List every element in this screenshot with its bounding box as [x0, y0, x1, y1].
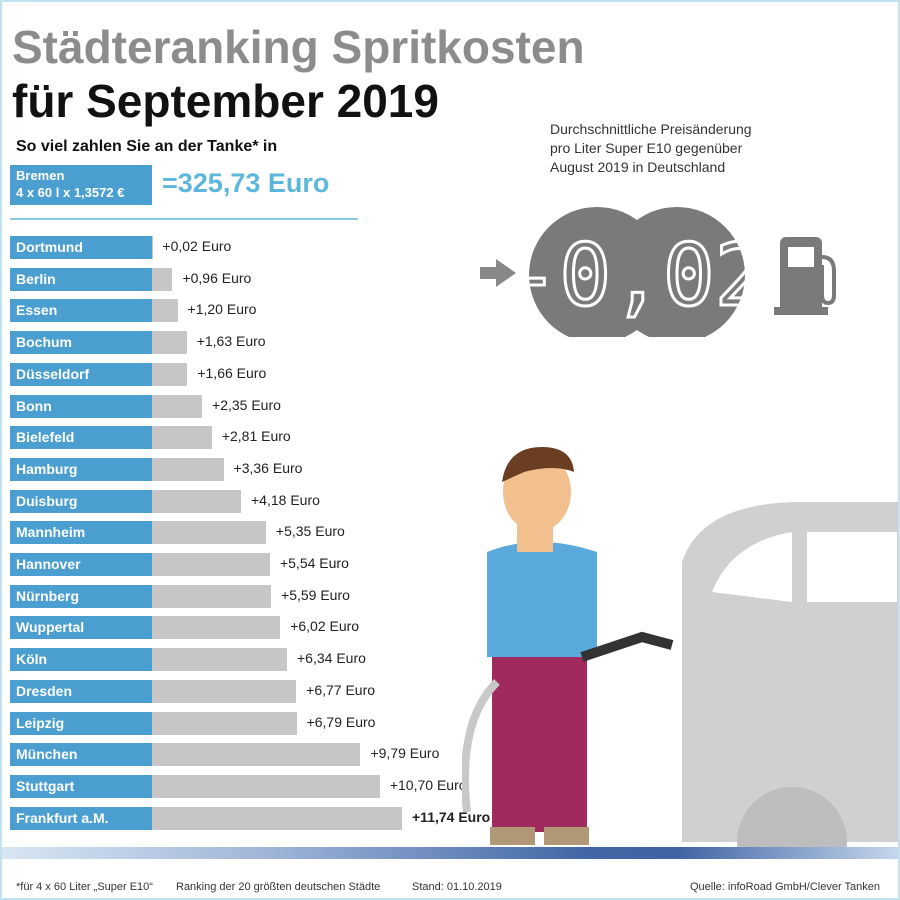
bar-category-label: Frankfurt a.M.	[10, 806, 152, 830]
bar-category-label: Bochum	[10, 331, 152, 355]
footnote: *für 4 x 60 Liter „Super E10“	[16, 881, 153, 893]
arrow-right-icon	[480, 259, 516, 287]
bar-value-label: +1,63 Euro	[196, 333, 266, 350]
bar	[152, 553, 270, 576]
bar	[152, 299, 178, 323]
bar-value-label: +2,35 Euro	[212, 396, 281, 413]
bar-category-label: Hannover	[10, 553, 152, 576]
reference-city-box: Bremen 4 x 60 l x 1,3572 €	[10, 165, 152, 205]
bar-category-label: Dresden	[10, 679, 152, 703]
bar	[152, 743, 361, 767]
bar-category-label: Mannheim	[10, 521, 152, 545]
bar	[152, 394, 203, 418]
bar-value-label: +1,20 Euro	[187, 301, 257, 318]
fuel-pump-icon	[774, 237, 836, 315]
bar-value-label: +11,74 Euro	[412, 808, 491, 825]
info-note: Durchschnittliche Preisänderung pro Lite…	[550, 120, 752, 177]
illustration-person-car	[462, 447, 898, 852]
bar	[152, 362, 188, 386]
bar-category-label: Berlin	[10, 267, 152, 291]
bar-value-label: +1,66 Euro	[197, 364, 267, 381]
bar-value-label: +10,70 Euro	[389, 776, 467, 793]
bar	[152, 774, 380, 798]
bar	[152, 616, 281, 640]
bar-category-label: Bonn	[10, 394, 152, 418]
bar-value-label: +3,36 Euro	[233, 459, 303, 476]
bar-value-label: +5,35 Euro	[275, 523, 345, 540]
bar-category-label: Dortmund	[10, 236, 152, 259]
info-line-1: Durchschnittliche Preisänderung	[550, 121, 752, 137]
source-note: Quelle: infoRoad GmbH/Clever Tanken	[690, 881, 880, 893]
bar-value-label: +6,77 Euro	[306, 681, 376, 698]
price-change-display: -0,02	[480, 207, 836, 337]
fuel-hose	[462, 679, 500, 813]
bar-category-label: Köln	[10, 648, 152, 672]
reference-formula: 4 x 60 l x 1,3572 €	[16, 185, 125, 200]
info-line-3: August 2019 in Deutschland	[550, 159, 726, 175]
bar-category-label: Wuppertal	[10, 616, 152, 640]
bar	[152, 679, 297, 703]
person-legs	[492, 652, 587, 832]
bar-category-label: Essen	[10, 299, 152, 323]
bar	[152, 806, 402, 830]
bar-category-label: Duisburg	[10, 489, 152, 513]
bar-value-label: +0,02 Euro	[162, 238, 232, 254]
bar-value-label: +6,02 Euro	[290, 618, 360, 635]
bar-value-label: +6,34 Euro	[297, 650, 366, 667]
bar-category-label: Bielefeld	[10, 426, 152, 450]
bar-value-label: +0,96 Euro	[182, 269, 252, 286]
divider	[10, 218, 358, 220]
title-line-2: für September 2019	[12, 75, 439, 127]
subtitle: So viel zahlen Sie an der Tanke* in	[16, 138, 278, 155]
bar-category-label: Hamburg	[10, 457, 152, 481]
date-note: Stand: 01.10.2019	[412, 881, 502, 893]
bar	[152, 331, 187, 355]
ranking-note: Ranking der 20 größten deutschen Städte	[176, 881, 381, 893]
bar-value-label: +2,81 Euro	[221, 428, 291, 445]
bar-category-label: München	[10, 743, 152, 767]
bar	[152, 711, 297, 735]
info-line-2: pro Liter Super E10 gegenüber	[550, 140, 743, 156]
reference-total: =325,73 Euro	[162, 168, 330, 198]
bar	[152, 521, 266, 545]
bar	[152, 584, 272, 608]
bar-category-label: Nürnberg	[10, 584, 152, 608]
bar	[152, 457, 224, 481]
bar-value-label: +5,59 Euro	[281, 586, 350, 603]
bar-category-label: Düsseldorf	[10, 362, 152, 386]
bar-category-label: Leipzig	[10, 711, 152, 735]
bar-value-label: +5,54 Euro	[279, 555, 349, 571]
bar	[152, 648, 287, 672]
decorative-strip	[2, 847, 898, 859]
bar-value-label: +6,79 Euro	[306, 713, 376, 730]
bar-category-label: Stuttgart	[10, 774, 152, 798]
price-change-value: -0,02	[508, 226, 767, 326]
bar	[152, 426, 212, 450]
title-line-1: Städteranking Spritkosten	[12, 21, 585, 73]
reference-city: Bremen	[16, 168, 65, 183]
bar	[152, 489, 241, 513]
bar	[152, 267, 173, 291]
bar-value-label: +9,79 Euro	[370, 745, 440, 762]
person-shirt	[487, 542, 597, 657]
bar-value-label: +4,18 Euro	[251, 491, 320, 508]
